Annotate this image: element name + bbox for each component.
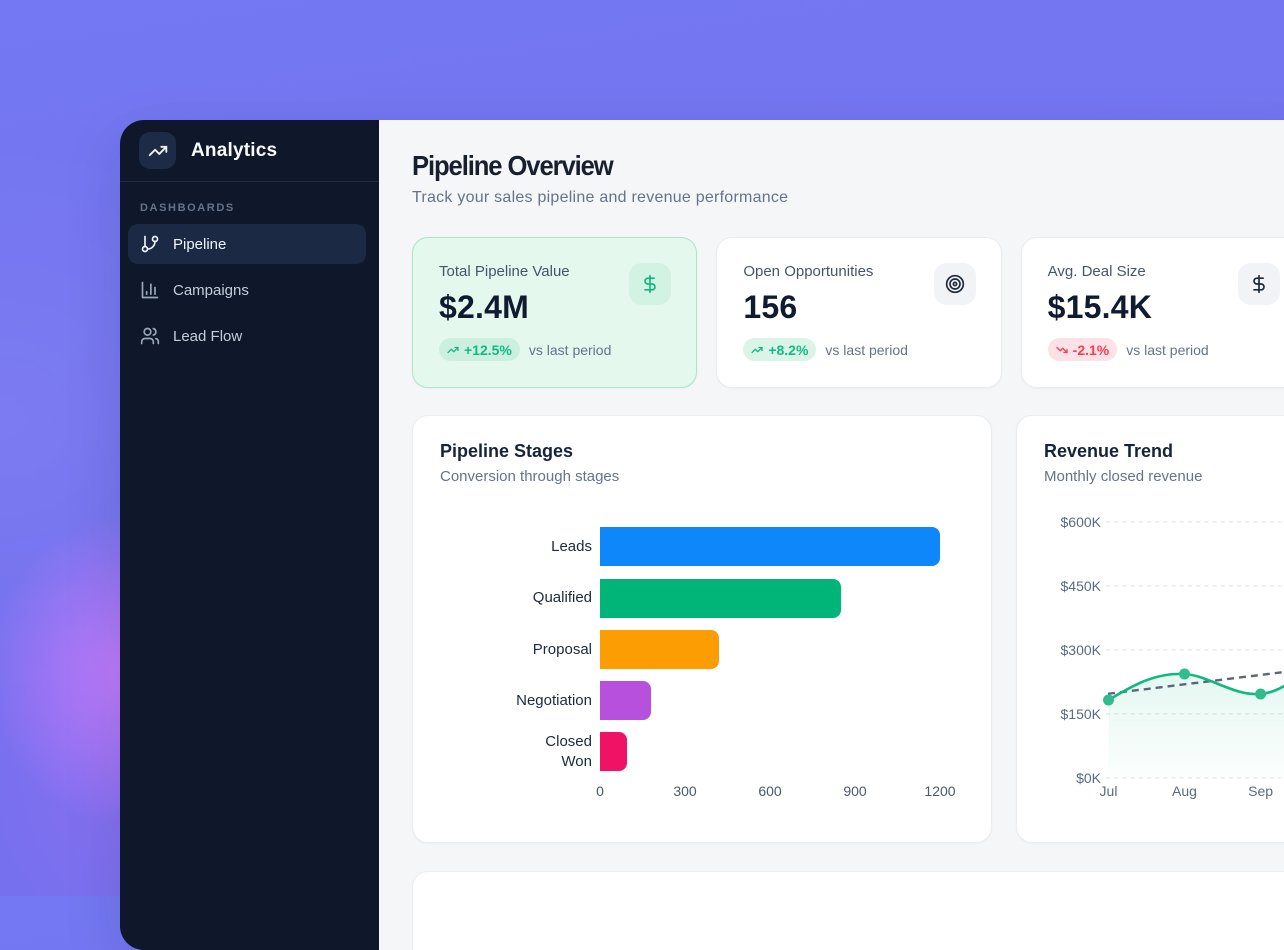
svg-text:$450K: $450K [1061, 578, 1102, 594]
svg-text:$600K: $600K [1061, 514, 1102, 530]
svg-text:$150K: $150K [1061, 706, 1102, 722]
svg-text:$0K: $0K [1076, 770, 1102, 786]
svg-text:$300K: $300K [1061, 642, 1102, 658]
svg-text:Jul: Jul [1100, 783, 1118, 799]
svg-text:Sep: Sep [1248, 783, 1273, 799]
svg-text:Aug: Aug [1172, 783, 1197, 799]
